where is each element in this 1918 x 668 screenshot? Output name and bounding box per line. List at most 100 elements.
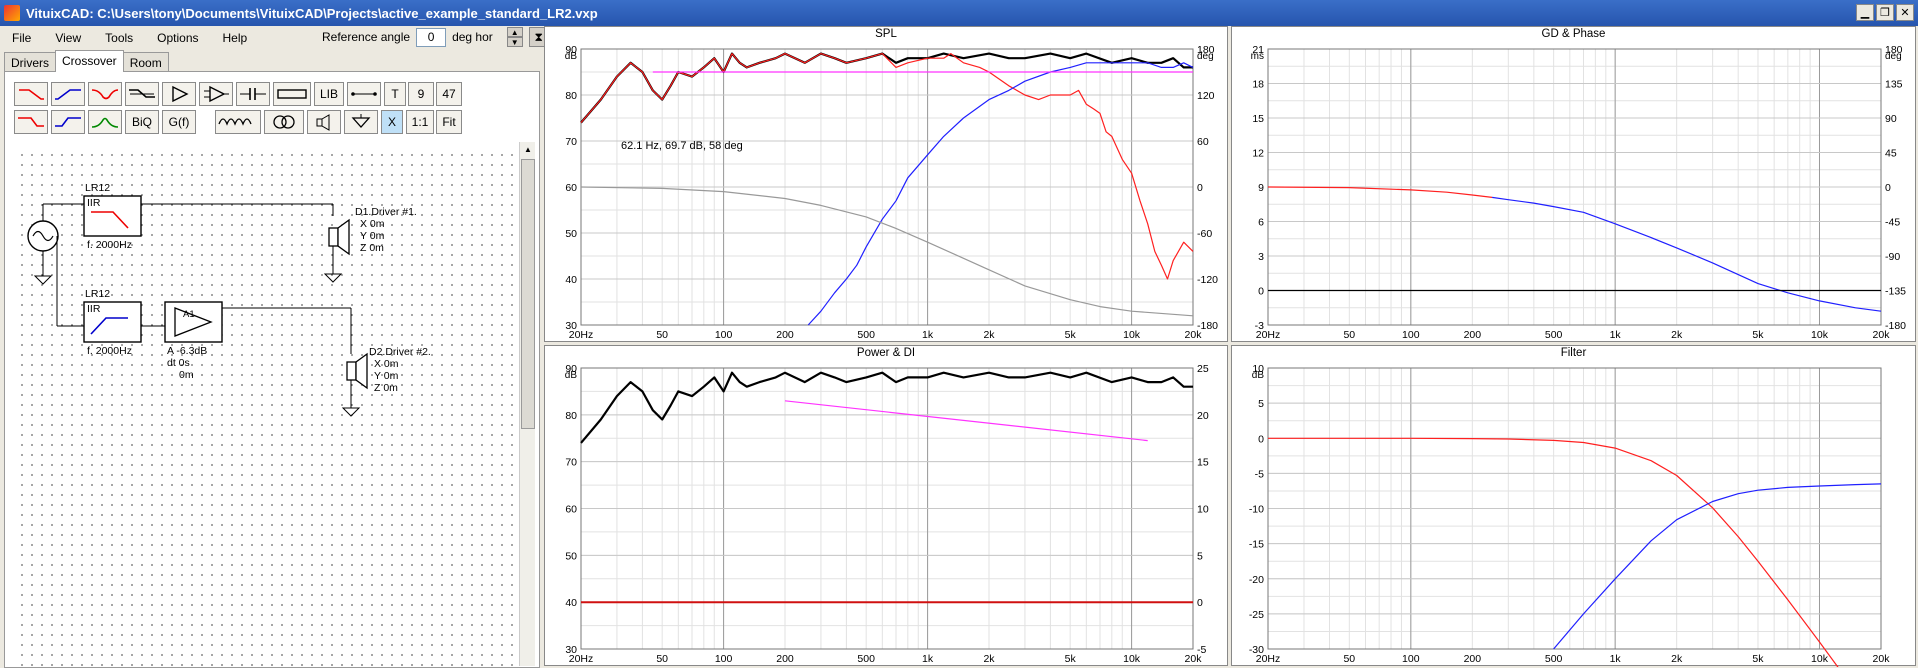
x-tick-label: 20Hz [1256, 653, 1281, 665]
highpass-button[interactable] [51, 82, 85, 106]
filter-graph[interactable]: 10 5 0 -5 -10 -15 -20 -25 -30 dB 20Hz 50 100 200 500 1k… [1231, 345, 1916, 667]
lib-button[interactable]: LIB [314, 82, 344, 106]
driver1-z: Z 0m [360, 242, 384, 254]
minimize-button[interactable]: ▁ [1856, 4, 1874, 21]
scroll-up-icon[interactable]: ▲ [524, 145, 532, 154]
y-tick-label: 90 [565, 363, 577, 375]
reference-angle-spinner[interactable]: ▲ ▼ [506, 27, 523, 47]
x-tick-label: 100 [1402, 329, 1420, 341]
value-47-button[interactable]: 47 [436, 82, 462, 106]
bandpass-icon [91, 117, 119, 128]
y2-tick-label: 10 [1197, 504, 1209, 516]
y2-tick-label: 5 [1197, 550, 1203, 562]
biquad-button[interactable]: BiQ [125, 110, 159, 134]
x-tick-label: 1k [922, 653, 934, 665]
reference-angle-input[interactable] [416, 27, 447, 47]
hourglass-button[interactable]: ⧗ [528, 27, 549, 47]
spin-down-icon[interactable]: ▼ [506, 37, 523, 47]
y-tick-label: 10 [1252, 363, 1264, 375]
text-button[interactable]: T [384, 82, 406, 106]
x-tick-label: 1k [922, 329, 934, 341]
value-9-button[interactable]: 9 [408, 82, 434, 106]
resistor-icon [277, 89, 307, 99]
wire-button[interactable] [347, 82, 381, 106]
component-toolbar: LIB T 9 47 BiQ G(f) X 1:1 Fit [10, 80, 532, 138]
x-tick-label: 5k [1752, 653, 1764, 665]
y2-tick-label: -90 [1885, 251, 1900, 263]
x-tick-label: 20k [1873, 329, 1891, 341]
x-tick-label: 50 [1343, 329, 1355, 341]
x-tick-label: 20k [1185, 653, 1203, 665]
x-tick-label: 20Hz [1256, 329, 1281, 341]
highpass-icon [55, 117, 81, 127]
maximize-button[interactable]: ❐ [1876, 4, 1894, 21]
x-tick-label: 5k [1065, 329, 1077, 341]
ground-button[interactable] [344, 110, 378, 134]
gf-button[interactable]: G(f) [162, 110, 196, 134]
lowpass-icon [18, 117, 44, 127]
gd-phase-title: GD & Phase [1541, 28, 1606, 40]
spin-up-icon[interactable]: ▲ [506, 27, 523, 37]
power-di-title: Power & DI [856, 347, 916, 359]
x-tick-label: 20Hz [569, 329, 594, 341]
driver-button[interactable] [307, 110, 341, 134]
menu-view[interactable]: View [55, 31, 82, 45]
block1-freq: f. 2000Hz [87, 239, 132, 251]
y-unit-label: dB [565, 370, 578, 381]
menu-help[interactable]: Help [222, 31, 248, 45]
scrollbar-thumb[interactable] [521, 159, 535, 429]
tab-crossover[interactable]: Crossover [55, 50, 124, 72]
fit-button[interactable]: Fit [436, 110, 462, 134]
power-di-graph[interactable]: 90 80 70 60 50 40 30 25 20 15 10 5 0 -5 dB 20Hz 50 100 200… [544, 345, 1228, 666]
tab-room[interactable]: Room [122, 52, 169, 72]
y2-tick-label: -180 [1885, 320, 1906, 332]
x-tick-label: 5k [1065, 653, 1077, 665]
opamp-button[interactable] [199, 82, 233, 106]
y2-tick-label: 0 [1197, 597, 1203, 609]
inductor-button[interactable] [215, 110, 261, 134]
x-tick-label: 50 [656, 653, 668, 665]
shelf-button[interactable] [125, 82, 159, 106]
lowpass-button[interactable] [14, 82, 48, 106]
menu-file[interactable]: File [12, 31, 32, 45]
crossover-schematic[interactable]: LR12 IIR f. 2000Hz LR12 IIR f. 2000Hz A1… [13, 146, 519, 666]
bandstop-button[interactable] [88, 82, 122, 106]
y2-tick-label: 135 [1885, 79, 1903, 91]
y-tick-label: 18 [1252, 79, 1264, 91]
y2-tick-label: -135 [1885, 286, 1906, 298]
y-tick-label: 30 [565, 320, 577, 332]
ground-icon [351, 114, 371, 128]
resistor-button[interactable] [273, 82, 311, 106]
highpass2-button[interactable] [51, 110, 85, 134]
speaker-icon [316, 114, 330, 131]
title-bar: VituixCAD: C:\Users\tony\Documents\Vitui… [0, 0, 1918, 26]
one-to-one-button[interactable]: 1:1 [406, 110, 434, 134]
series-line-0 [580, 371, 1193, 444]
series-line-1 [1553, 483, 1882, 650]
y-tick-label: -3 [1255, 320, 1264, 332]
schematic-wiring [27, 195, 368, 417]
gd-phase-graph[interactable]: 21 18 15 12 9 6 3 0 -3 180 135 90 45 0 -45 -90 -135 -180 m… [1231, 26, 1916, 342]
y-tick-label: 60 [565, 504, 577, 516]
y-tick-label: 9 [1258, 182, 1264, 194]
y2-tick-label: 20 [1197, 410, 1209, 422]
lowpass2-button[interactable] [14, 110, 48, 134]
y-tick-label: 40 [565, 274, 577, 286]
bandpass-button[interactable] [88, 110, 122, 134]
close-button[interactable]: ✕ [1896, 4, 1914, 21]
schematic-scrollbar[interactable]: ▲ [519, 142, 535, 666]
buffer-button[interactable] [162, 82, 196, 106]
y-tick-label: -10 [1249, 504, 1264, 516]
x-tick-label: 1k [1610, 329, 1622, 341]
cross-x-button[interactable]: X [381, 110, 403, 134]
tab-drivers[interactable]: Drivers [4, 52, 56, 72]
y-unit-label: ms [1251, 51, 1264, 62]
inductor-icon [218, 118, 252, 126]
transformer-button[interactable] [264, 110, 304, 134]
menu-options[interactable]: Options [157, 31, 199, 45]
menu-tools[interactable]: Tools [105, 31, 134, 45]
spl-graph[interactable]: 90 80 70 60 50 40 30 180 120 60 0 -60 -120 -180 dB deg 2… [544, 26, 1228, 342]
tab-strip: Drivers Crossover Room [4, 50, 169, 72]
capacitor-button[interactable] [236, 82, 270, 106]
